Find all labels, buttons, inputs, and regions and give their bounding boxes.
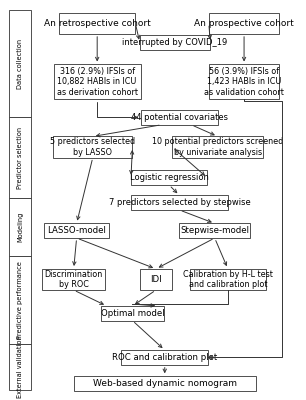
Text: Data collection: Data collection	[17, 39, 23, 89]
Text: LASSO-model: LASSO-model	[47, 226, 106, 235]
FancyBboxPatch shape	[9, 118, 31, 198]
Text: IDI: IDI	[150, 275, 162, 284]
Text: Discrimination
by ROC: Discrimination by ROC	[45, 270, 103, 289]
FancyBboxPatch shape	[209, 64, 279, 99]
FancyBboxPatch shape	[209, 13, 279, 34]
Text: Predictor selection: Predictor selection	[17, 127, 23, 189]
Text: 316 (2.9%) IFSIs of
10,882 HABIs in ICU
as derivation cohort: 316 (2.9%) IFSIs of 10,882 HABIs in ICU …	[57, 67, 138, 97]
FancyBboxPatch shape	[9, 10, 31, 118]
Text: Predictive performance: Predictive performance	[17, 261, 23, 339]
FancyBboxPatch shape	[74, 376, 256, 391]
Text: interrupted by COVID_19: interrupted by COVID_19	[122, 38, 228, 47]
FancyBboxPatch shape	[9, 198, 31, 256]
Text: An prospective cohort: An prospective cohort	[194, 19, 294, 28]
FancyBboxPatch shape	[53, 136, 132, 158]
Text: Logistic regression: Logistic regression	[130, 173, 209, 182]
FancyBboxPatch shape	[101, 306, 164, 320]
FancyBboxPatch shape	[131, 170, 207, 185]
FancyBboxPatch shape	[141, 110, 218, 125]
Text: 5 predictors selected
by LASSO: 5 predictors selected by LASSO	[50, 137, 135, 157]
FancyBboxPatch shape	[9, 344, 31, 390]
Text: 44 potential covariates: 44 potential covariates	[131, 113, 228, 122]
FancyBboxPatch shape	[172, 136, 263, 158]
FancyBboxPatch shape	[9, 256, 31, 344]
Text: 10 potential predictors screened
by univariate analysis: 10 potential predictors screened by univ…	[152, 137, 283, 157]
Text: Calibration by H-L test
and calibration plot: Calibration by H-L test and calibration …	[183, 270, 273, 289]
Text: 7 predictors selected by stepwise: 7 predictors selected by stepwise	[109, 198, 250, 207]
FancyBboxPatch shape	[59, 13, 135, 34]
FancyBboxPatch shape	[190, 269, 266, 290]
Text: ROC and calibration plot: ROC and calibration plot	[112, 353, 217, 362]
FancyBboxPatch shape	[44, 224, 109, 238]
Text: Web-based dynamic nomogram: Web-based dynamic nomogram	[93, 379, 237, 388]
FancyBboxPatch shape	[179, 224, 250, 238]
Text: An retrospective cohort: An retrospective cohort	[44, 19, 151, 28]
FancyBboxPatch shape	[140, 269, 172, 290]
FancyBboxPatch shape	[121, 350, 208, 365]
FancyBboxPatch shape	[140, 35, 210, 50]
Text: External validation: External validation	[17, 336, 23, 398]
Text: Optimal model: Optimal model	[101, 309, 164, 318]
FancyBboxPatch shape	[42, 269, 105, 290]
Text: 56 (3.9%) IFSIs of
1,423 HABIs in ICU
as validation cohort: 56 (3.9%) IFSIs of 1,423 HABIs in ICU as…	[204, 67, 284, 97]
Text: Stepwise-model: Stepwise-model	[180, 226, 249, 235]
Text: Modeling: Modeling	[17, 212, 23, 242]
FancyBboxPatch shape	[54, 64, 140, 99]
FancyBboxPatch shape	[131, 195, 228, 210]
